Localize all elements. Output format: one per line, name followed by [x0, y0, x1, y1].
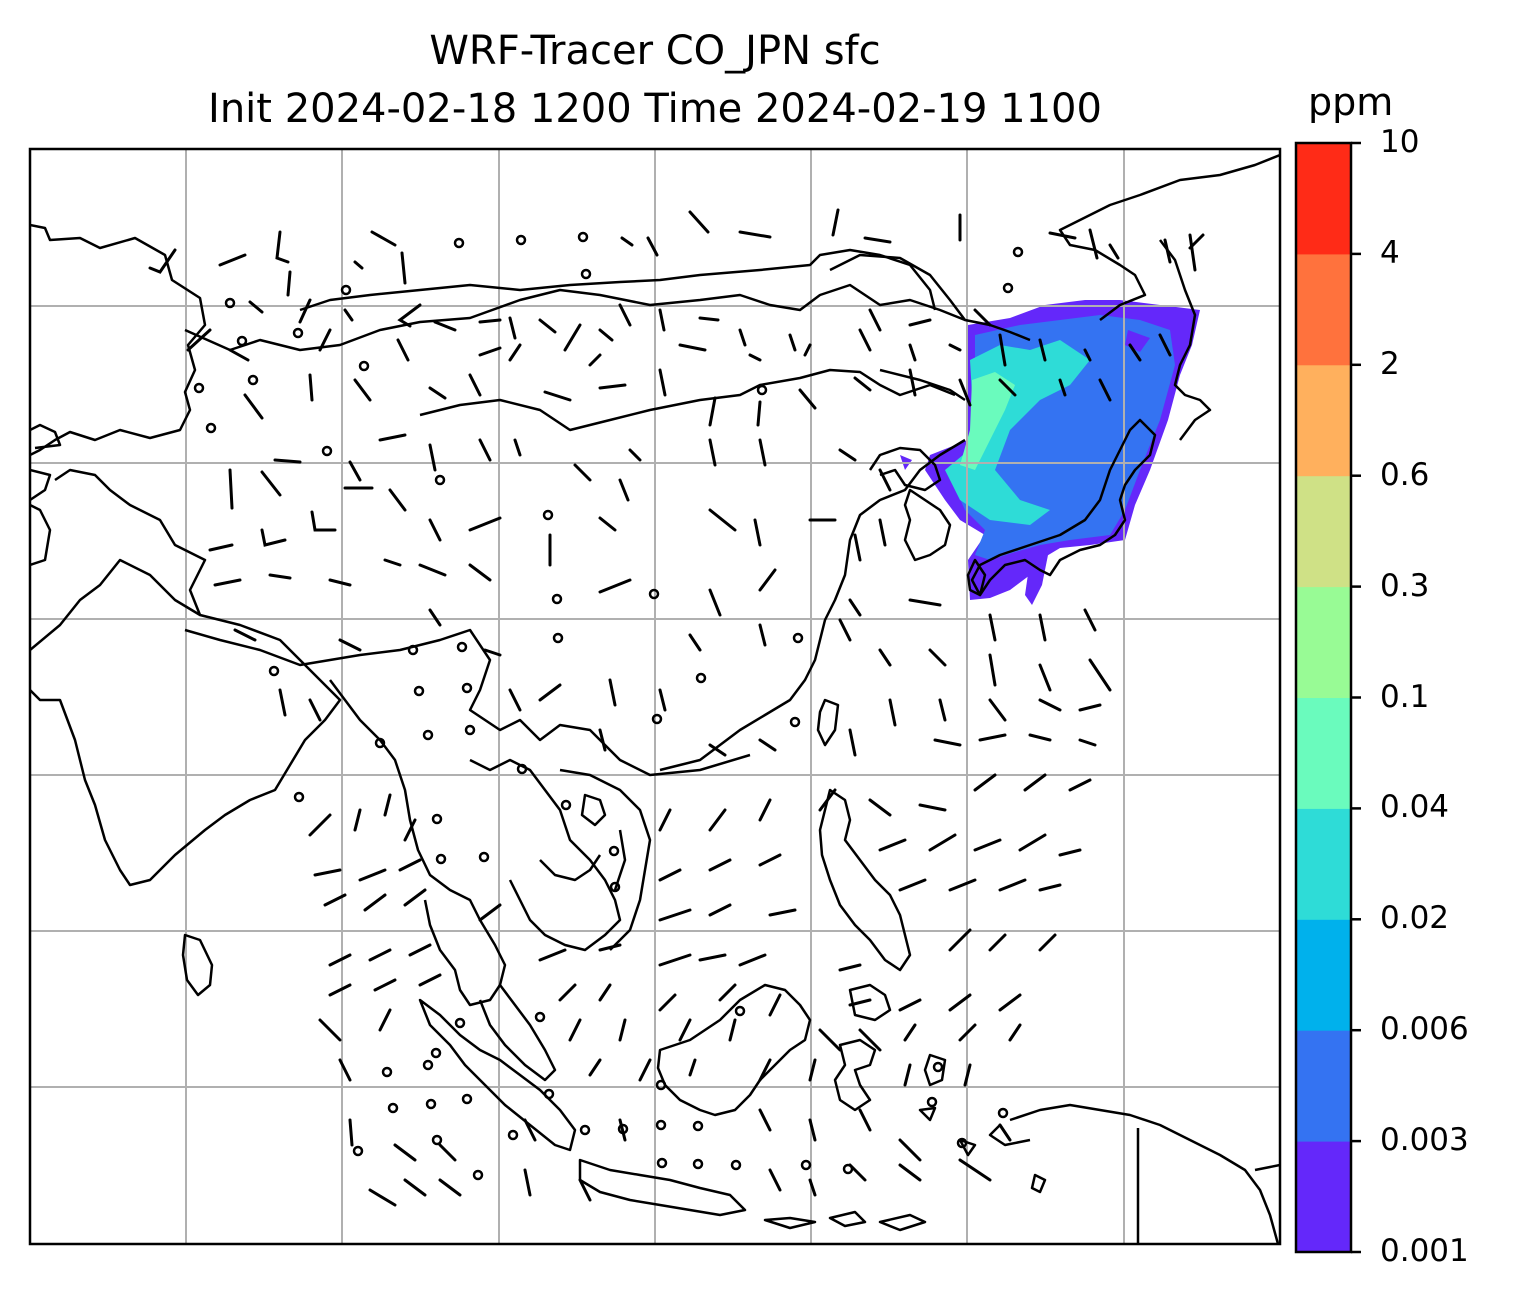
coast-sakhalin [1159, 239, 1212, 441]
colorbar-band [1296, 1141, 1351, 1253]
coast-persian-gulf [30, 423, 62, 502]
plume-aqua [960, 372, 1015, 470]
colorbar-band [1296, 1030, 1351, 1142]
coast-new-guinea [988, 1103, 1280, 1244]
colorbar-band [1296, 586, 1351, 698]
colorbar-unit: ppm [1308, 80, 1394, 124]
colorbar-tick-label: 0.3 [1380, 567, 1430, 604]
coast-hainan [580, 793, 607, 827]
wind-barbs [148, 208, 1205, 1207]
colorbar-band [1296, 697, 1351, 809]
title-line-2: Init 2024-02-18 1200 Time 2024-02-19 110… [208, 86, 1102, 132]
colorbar-tick-label: 0.02 [1380, 900, 1450, 937]
colorbar-tick-label: 0.6 [1380, 456, 1430, 493]
map-frame [28, 147, 1282, 1246]
colorbar-band [1296, 475, 1351, 588]
coast-india [30, 503, 342, 887]
colorbar-tick-label: 2 [1380, 345, 1400, 382]
coast-philippines [818, 788, 912, 1022]
border-manchuria [829, 253, 1031, 402]
colorbar-tick-label: 0.1 [1380, 678, 1430, 715]
coast-russia-far-east [1058, 153, 1280, 321]
coastlines [30, 153, 1280, 1244]
coast-java [578, 1158, 747, 1217]
coast-sumatra [418, 998, 577, 1152]
colorbar-tick-label: 0.001 [1380, 1233, 1469, 1269]
coast-sulawesi [833, 1038, 877, 1112]
colorbar-tick-label: 10 [1380, 124, 1420, 160]
colorbar-band [1296, 253, 1351, 366]
plume-tail [1025, 555, 1048, 605]
colorbar-tick-label: 0.04 [1380, 789, 1450, 826]
colorbar-band [1296, 143, 1351, 255]
colorbar-band [1296, 919, 1351, 1031]
border-mainland-sea [539, 829, 627, 891]
colorbar-tick-label: 0.006 [1380, 1011, 1469, 1048]
map-panel [30, 149, 1280, 1244]
coast-taiwan [816, 698, 840, 747]
tracer-plume [900, 300, 1200, 605]
colorbar-tick-label: 0.003 [1380, 1122, 1469, 1159]
coast-lesser-sunda [763, 1210, 927, 1232]
coast-malay-peninsula [478, 984, 557, 1082]
border-china-south [184, 628, 751, 777]
coast-borneo [656, 983, 812, 1117]
coast-srilanka [181, 933, 214, 997]
colorbar-band [1296, 808, 1351, 920]
colorbar [1296, 143, 1351, 1253]
colorbar-band [1296, 364, 1351, 477]
colorbar-ticks [1351, 141, 1361, 1254]
coast-korea [903, 488, 952, 562]
calm-wind-markers [193, 231, 1024, 1181]
coast-east-china [659, 438, 966, 772]
coast-japan-kyushu [966, 558, 987, 597]
coast-japan-hokkaido [970, 418, 1157, 597]
coast-maluku [918, 1053, 1280, 1194]
border-pakistan [54, 468, 207, 616]
colorbar-tick-label: 4 [1380, 234, 1400, 271]
coast-arabia-iran [30, 223, 207, 457]
coast-bohai [868, 446, 942, 492]
title-line-1: WRF-Tracer CO_JPN sfc [429, 28, 881, 74]
